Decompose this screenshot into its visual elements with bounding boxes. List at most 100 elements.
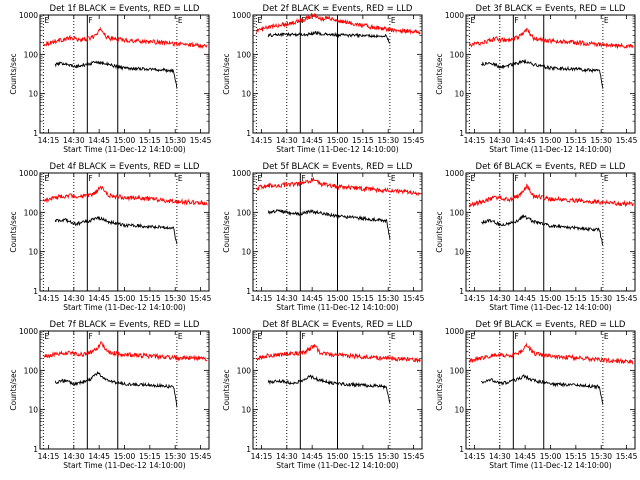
y-tick-label: 1 [246, 287, 251, 296]
series-line-lld [43, 185, 208, 206]
x-tick-label: 14:45 [514, 452, 536, 461]
y-axis-label: Counts/sec [222, 211, 231, 252]
chart-panel-6: Det 6f BLACK = Events, RED = LLD 1 10 100 10… [435, 162, 638, 312]
chart-panel-2: Det 2f BLACK = Events, RED = LLD 1 10 100 10… [222, 4, 425, 154]
x-tick-label: 14:30 [63, 452, 85, 461]
series-line-lld [468, 183, 634, 208]
y-tick-label: 1000 [232, 169, 251, 178]
x-axis-label: Start Time (11-Dec-12 14:10:00) [63, 461, 185, 470]
y-tick-label: 100 [450, 366, 465, 375]
x-tick-label: 15:30 [590, 452, 612, 461]
y-tick-label: 1000 [232, 327, 251, 336]
event-marker-label: E [178, 332, 183, 341]
y-tick-label: 10 [454, 90, 464, 99]
x-tick-label: 14:45 [301, 452, 323, 461]
x-tick-label: 14:30 [63, 294, 85, 303]
x-tick-label: 15:45 [190, 294, 212, 303]
event-marker-label: F [88, 174, 92, 183]
x-tick-label: 15:45 [403, 136, 425, 145]
panel-title: Det 1f BLACK = Events, RED = LLD [50, 4, 200, 14]
x-axis-label: Start Time (11-Dec-12 14:10:00) [489, 461, 611, 470]
x-tick-label: 15:30 [164, 452, 186, 461]
y-tick-label: 100 [237, 208, 252, 217]
y-tick-label: 1 [246, 445, 251, 454]
x-tick-label: 15:15 [565, 452, 587, 461]
x-tick-label: 14:15 [464, 452, 486, 461]
x-tick-label: 14:30 [489, 294, 511, 303]
event-marker-label: E [257, 332, 262, 341]
x-tick-label: 15:30 [590, 136, 612, 145]
event-marker-label: E [44, 174, 49, 183]
x-tick-label: 15:00 [327, 294, 349, 303]
plot-frame [465, 14, 636, 134]
y-tick-label: 100 [24, 366, 39, 375]
x-tick-label: 15:45 [616, 136, 638, 145]
x-tick-label: 15:30 [164, 136, 186, 145]
event-marker-label: E [178, 174, 183, 183]
x-tick-label: 15:15 [565, 136, 587, 145]
x-axis-label: Start Time (11-Dec-12 14:10:00) [489, 303, 611, 312]
panel-title: Det 9f BLACK = Events, RED = LLD [476, 320, 626, 330]
series-line-lld [43, 26, 208, 50]
x-tick-label: 15:30 [377, 136, 399, 145]
y-tick-label: 10 [241, 406, 251, 415]
chart-panel-3: Det 3f BLACK = Events, RED = LLD 1 10 100 10… [435, 4, 638, 154]
x-tick-label: 15:00 [540, 136, 562, 145]
x-tick-label: 15:15 [352, 136, 374, 145]
x-tick-label: 14:45 [88, 452, 110, 461]
event-marker-label: E [391, 174, 396, 183]
x-tick-label: 14:15 [464, 136, 486, 145]
y-axis-label: Counts/sec [9, 369, 18, 410]
x-tick-label: 15:45 [403, 294, 425, 303]
x-tick-label: 15:15 [565, 294, 587, 303]
x-tick-label: 15:00 [327, 136, 349, 145]
x-axis-label: Start Time (11-Dec-12 14:10:00) [276, 145, 398, 154]
x-tick-label: 14:45 [88, 294, 110, 303]
y-tick-label: 10 [454, 406, 464, 415]
y-tick-label: 1 [33, 445, 38, 454]
x-tick-label: 15:45 [190, 136, 212, 145]
y-tick-label: 100 [450, 50, 465, 59]
x-tick-label: 14:45 [88, 136, 110, 145]
x-tick-label: 14:30 [276, 294, 298, 303]
y-tick-label: 1 [459, 129, 464, 138]
y-tick-label: 10 [241, 248, 251, 257]
x-tick-label: 14:30 [276, 452, 298, 461]
event-marker-label: F [514, 174, 518, 183]
x-tick-label: 14:15 [38, 136, 60, 145]
y-tick-label: 100 [24, 208, 39, 217]
x-tick-label: 15:15 [139, 136, 161, 145]
event-marker-label: F [88, 332, 92, 341]
y-tick-label: 10 [454, 248, 464, 257]
series-line-events [267, 374, 391, 404]
y-tick-label: 1000 [445, 11, 464, 20]
y-tick-label: 1 [459, 445, 464, 454]
panel-title: Det 5f BLACK = Events, RED = LLD [263, 162, 413, 172]
x-tick-label: 14:45 [301, 136, 323, 145]
x-tick-label: 15:00 [327, 452, 349, 461]
y-tick-label: 1000 [19, 169, 38, 178]
x-tick-label: 14:15 [251, 452, 273, 461]
y-tick-label: 100 [237, 50, 252, 59]
series-line-lld [256, 344, 421, 364]
series-line-events [267, 30, 391, 44]
series-line-events [54, 215, 178, 245]
event-marker-label: E [470, 174, 475, 183]
series-line-lld [468, 342, 634, 365]
event-marker-label: E [391, 332, 396, 341]
event-marker-label: E [391, 16, 396, 25]
y-axis-label: Counts/sec [9, 211, 18, 252]
x-tick-label: 15:45 [616, 452, 638, 461]
y-tick-label: 1000 [19, 327, 38, 336]
y-tick-label: 10 [241, 90, 251, 99]
x-tick-label: 14:30 [489, 452, 511, 461]
event-marker-label: E [257, 174, 262, 183]
panel-title: Det 3f BLACK = Events, RED = LLD [476, 4, 626, 14]
y-tick-label: 1 [33, 129, 38, 138]
chart-panel-8: Det 8f BLACK = Events, RED = LLD 1 10 100 10… [222, 320, 425, 470]
x-axis-label: Start Time (11-Dec-12 14:10:00) [63, 145, 185, 154]
panel-title: Det 8f BLACK = Events, RED = LLD [263, 320, 413, 330]
y-axis-label: Counts/sec [222, 369, 231, 410]
x-tick-label: 15:45 [403, 452, 425, 461]
x-tick-label: 14:30 [489, 136, 511, 145]
